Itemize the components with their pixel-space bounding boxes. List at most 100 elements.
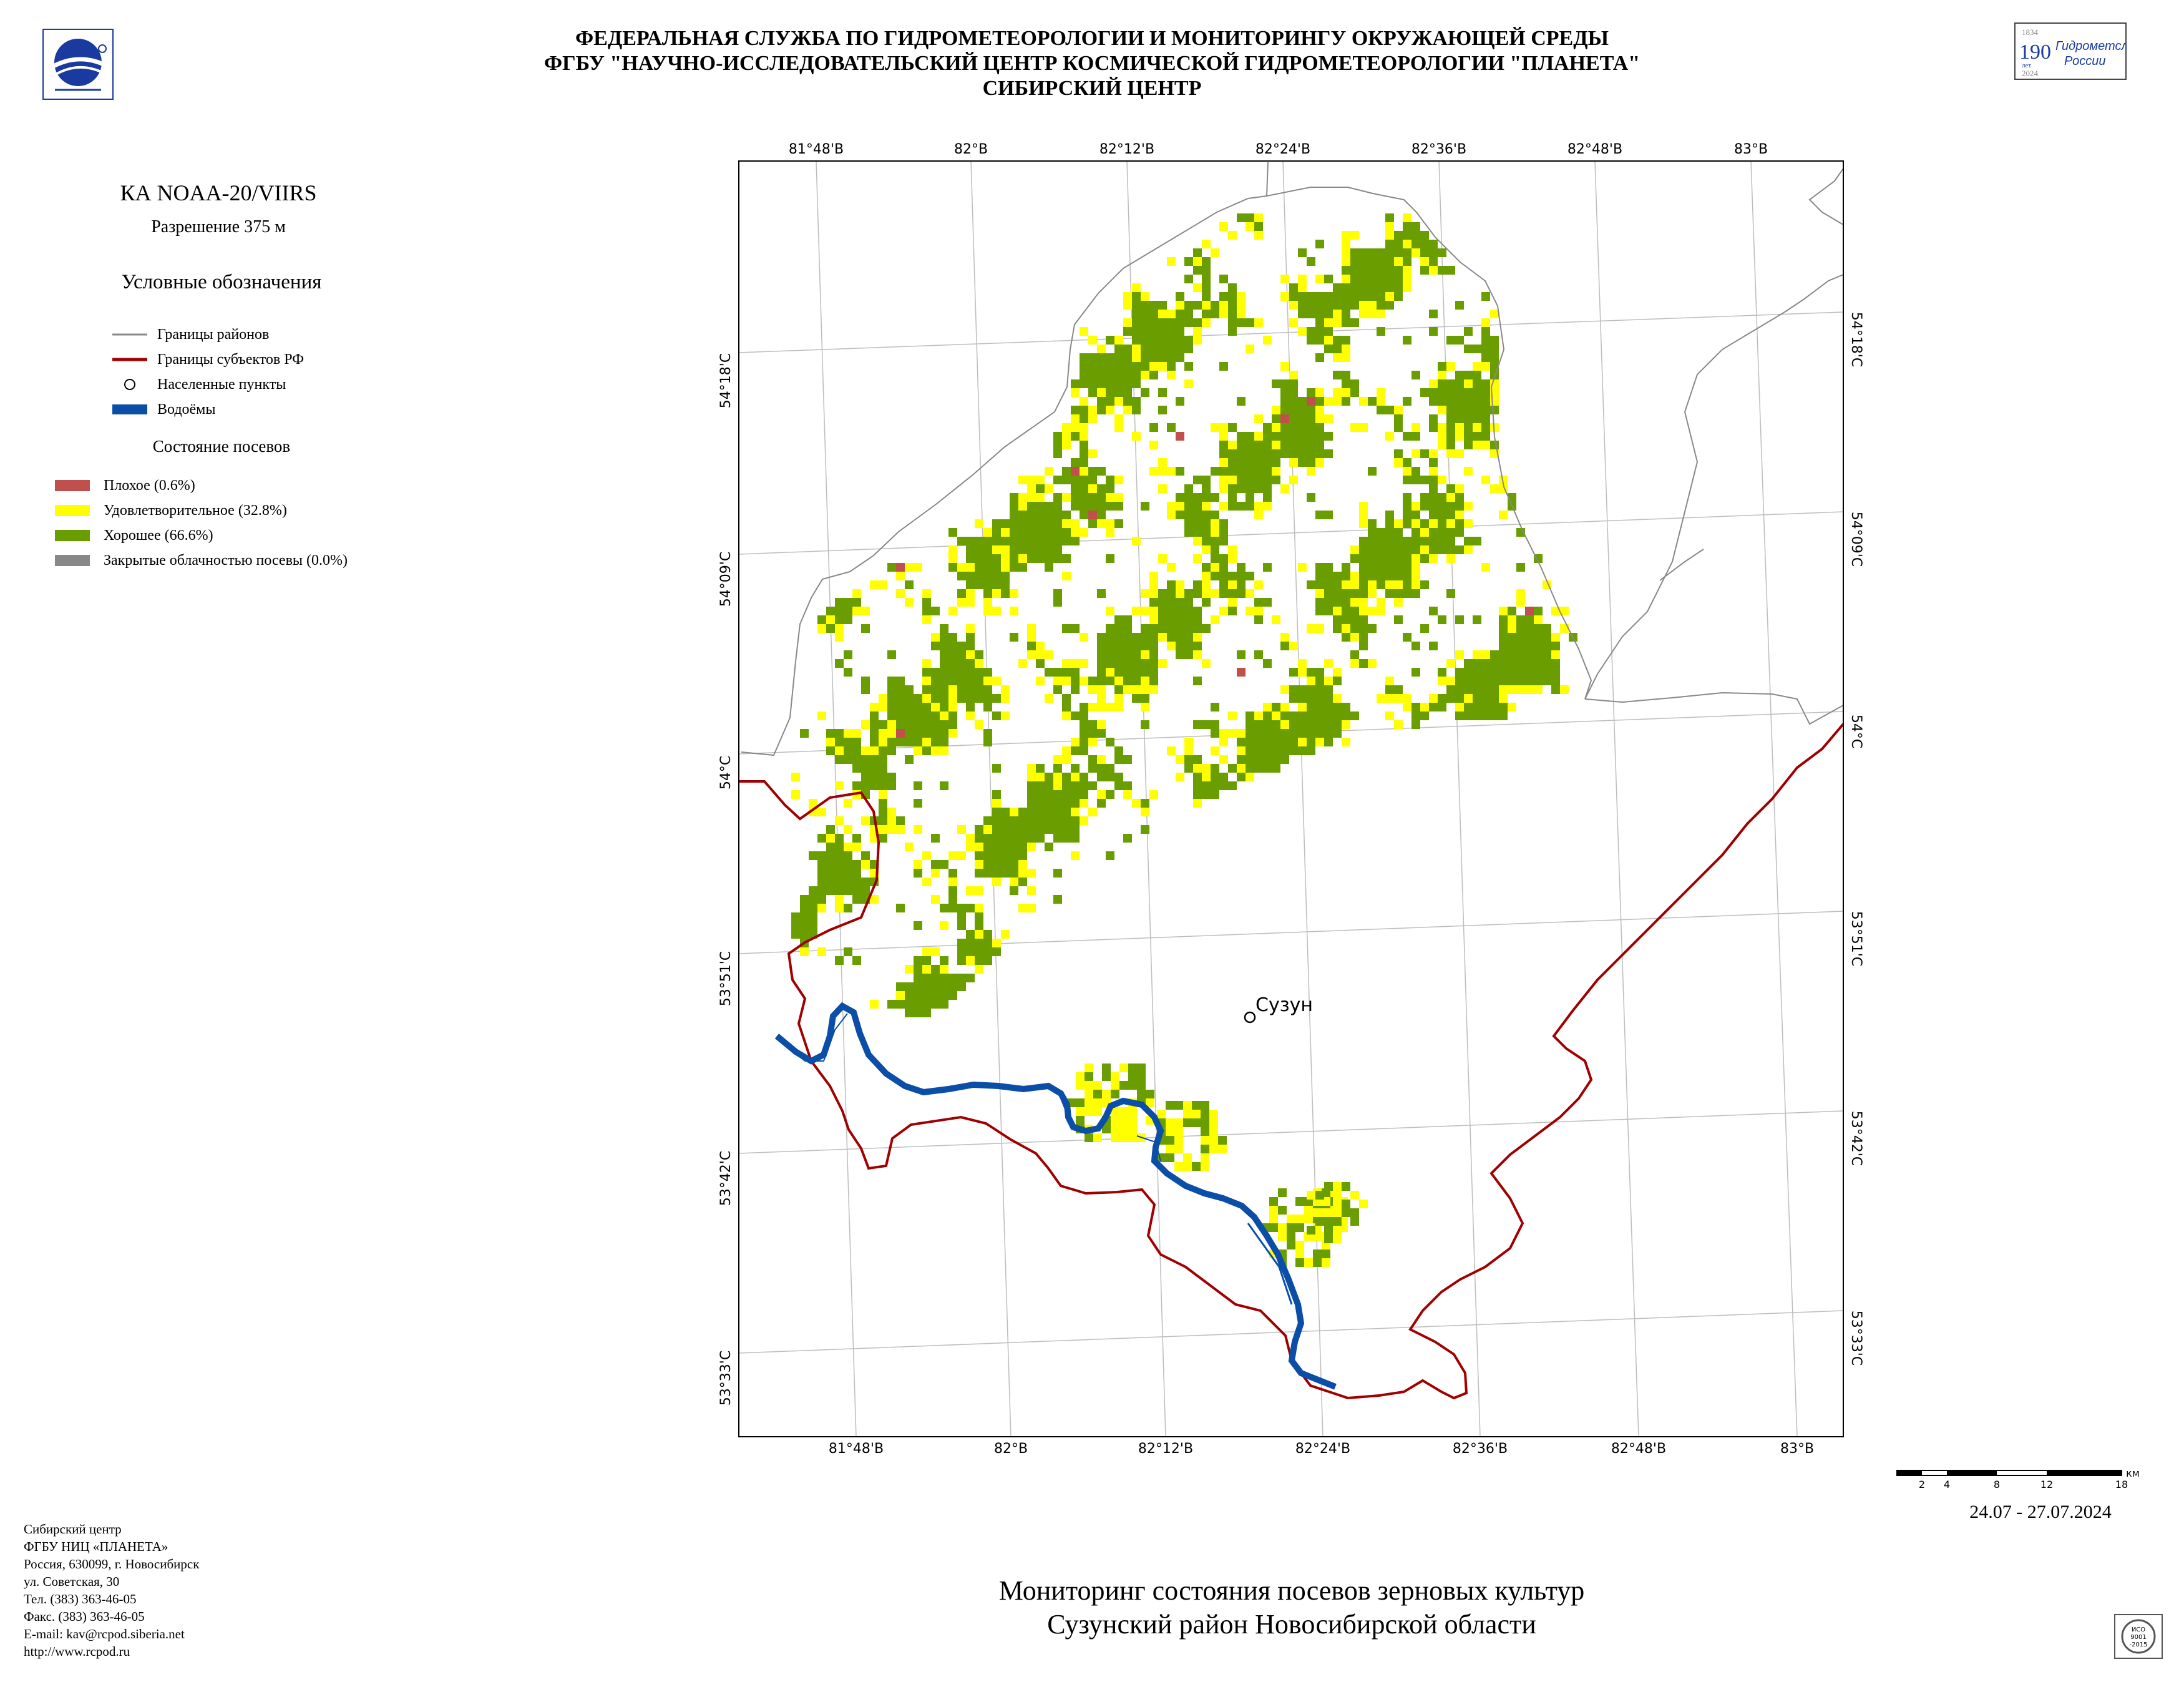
field-cell [1350, 423, 1359, 432]
field-cell [1053, 476, 1062, 484]
field-cell [1001, 545, 1010, 554]
top-lon-label: 81°48'В [789, 142, 844, 157]
field-cell [1080, 528, 1088, 537]
field-cell [1097, 493, 1106, 502]
field-cell [1219, 292, 1228, 301]
field-cell [1254, 511, 1263, 519]
field-cell [1202, 502, 1211, 511]
field-cell [1429, 554, 1438, 563]
field-cell [1481, 397, 1490, 406]
field-cell [1097, 755, 1106, 764]
field-cell [1071, 537, 1080, 545]
field-cell [1114, 668, 1123, 677]
field-cell [940, 965, 948, 974]
field-cell [1254, 755, 1263, 764]
field-cell [1333, 301, 1342, 310]
field-cell [1184, 589, 1193, 598]
field-cell [1333, 572, 1342, 580]
field-cell [1280, 746, 1289, 755]
field-cell [1141, 318, 1149, 327]
field-cell [1071, 808, 1080, 816]
field-cell [1429, 327, 1438, 336]
field-cell [1141, 825, 1149, 834]
field-cell [1307, 624, 1315, 633]
field-cell [1525, 685, 1534, 694]
field-cell [957, 921, 966, 930]
field-cell [1307, 711, 1315, 720]
field-cell [1192, 1162, 1201, 1171]
field-cell [1464, 432, 1473, 441]
bottom-longitude-labels: 81°48'В 82°В 82°12'В 82°24'В 82°36'В 82°… [829, 1441, 1814, 1457]
field-cell [887, 694, 896, 703]
field-cell [835, 781, 844, 790]
field-cell [1307, 292, 1315, 301]
field-cell [870, 764, 879, 773]
field-cell [922, 607, 931, 615]
field-cell [1534, 650, 1543, 659]
field-cell [817, 869, 826, 878]
field-cell [1093, 1090, 1102, 1098]
field-cell [1429, 458, 1438, 467]
field-cell [1128, 1116, 1137, 1125]
field-cell [1385, 257, 1394, 266]
field-cell [1350, 248, 1359, 257]
field-cell [1184, 650, 1193, 659]
field-cell [1237, 484, 1246, 493]
field-cell [1071, 781, 1080, 790]
field-cell [1158, 659, 1167, 668]
field-cell [1114, 685, 1123, 694]
field-cell [1246, 222, 1254, 231]
field-cell [1359, 423, 1368, 432]
field-cell [1106, 484, 1114, 493]
field-cell [931, 991, 940, 1000]
field-cell [1088, 484, 1097, 493]
field-cell [940, 633, 948, 642]
field-cell [957, 904, 966, 912]
anniversary-badge: 1834 190 лет 2024 Гидрометслужбе России [2014, 22, 2157, 80]
field-cell [1473, 388, 1481, 397]
field-cell [1508, 607, 1516, 615]
field-cell [1097, 729, 1106, 738]
field-cell [1053, 519, 1062, 528]
iso-text-3: -2015 [2129, 1641, 2147, 1648]
field-cell [844, 607, 852, 615]
field-cell [1149, 650, 1158, 659]
field-cell [1403, 633, 1411, 642]
field-cell [835, 851, 844, 860]
field-cell [1473, 711, 1481, 720]
field-cell [1211, 729, 1219, 738]
field-cell [1149, 685, 1158, 694]
field-cell [1464, 694, 1473, 703]
field-cell [1211, 554, 1219, 563]
field-cell [1045, 694, 1053, 703]
field-cell [1411, 371, 1420, 379]
field-cell [1446, 537, 1455, 545]
field-cell [1193, 720, 1202, 729]
field-cell [957, 572, 966, 580]
field-cell [1114, 476, 1123, 484]
field-cell [1045, 537, 1053, 545]
field-cell [966, 633, 975, 642]
field-cell [1298, 432, 1307, 441]
field-cell [1106, 528, 1114, 537]
field-cell [1508, 624, 1516, 633]
field-cell [1429, 414, 1438, 423]
field-cell [1211, 563, 1219, 572]
field-cell [1001, 519, 1010, 528]
field-cell [1429, 310, 1438, 318]
field-cell [1027, 834, 1036, 843]
field-cell [1516, 615, 1525, 624]
field-cell [914, 825, 922, 834]
field-cell [1211, 310, 1219, 318]
field-cell [835, 860, 844, 869]
field-cell [1237, 764, 1246, 773]
badge-text-2: России [2064, 54, 2105, 68]
field-cell [1350, 1191, 1359, 1200]
field-cell [861, 764, 870, 773]
field-cell [1137, 1081, 1146, 1090]
field-cell [1403, 537, 1411, 545]
field-cell [966, 711, 975, 720]
field-cell [1464, 379, 1473, 388]
field-cell [905, 703, 914, 711]
field-cell [1174, 1101, 1183, 1110]
